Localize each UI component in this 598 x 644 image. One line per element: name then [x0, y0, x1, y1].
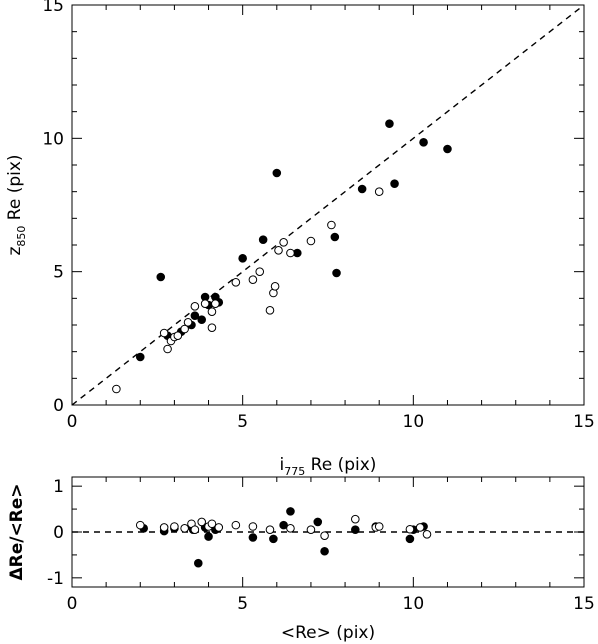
bottom-open-point — [135, 520, 145, 530]
bottom-open-point — [415, 523, 425, 532]
top-filled-point — [156, 272, 166, 282]
top-filled-point — [238, 254, 247, 263]
top-panel: 0 5 10 15 0 5 10 15 i775 Re (pix) z850 Re (pix) — [5, 0, 595, 478]
top-open-point — [248, 275, 258, 284]
top-open-point — [286, 248, 295, 258]
bottom-open-point — [214, 523, 224, 532]
top-open-point — [255, 267, 265, 276]
bottom-open-point — [351, 514, 360, 524]
bottom-open-point — [207, 519, 217, 529]
bottom-filled-point — [193, 558, 203, 568]
bottom-open-point — [159, 523, 169, 532]
top-open-point — [207, 307, 217, 316]
bottom-y-axis-title: ΔRe/<Re> — [7, 483, 27, 580]
top-open-point — [173, 331, 183, 340]
bottom-open-point — [180, 524, 189, 533]
bottom-open-point — [306, 525, 316, 535]
top-filled-point — [258, 235, 268, 244]
top-open-point — [306, 236, 316, 246]
bottom-filled-point — [279, 520, 288, 530]
top-open-point — [279, 238, 288, 247]
top-open-point — [183, 318, 193, 327]
bottom-open-point — [286, 524, 295, 533]
bottom-filled-point — [286, 507, 295, 516]
bottom-filled-point — [313, 517, 323, 527]
top-filled-point — [419, 138, 428, 147]
top-open-point — [374, 187, 384, 196]
top-filled-point — [197, 315, 207, 324]
top-filled-point — [357, 184, 367, 194]
top-open-point — [190, 302, 200, 311]
top-open-point — [265, 306, 275, 315]
bottom-x-tick-label: 10 — [403, 594, 425, 614]
bottom-filled-point — [248, 533, 258, 542]
top-x-tick-label: 5 — [237, 412, 248, 432]
top-plot-frame — [71, 4, 585, 406]
bottom-open-point — [422, 529, 432, 539]
top-filled-point — [272, 168, 282, 178]
bottom-x-tick-label: 0 — [67, 594, 78, 614]
bottom-open-point — [405, 524, 415, 534]
bottom-open-point — [197, 517, 207, 527]
top-open-point — [327, 220, 336, 230]
bottom-open-point — [265, 525, 275, 535]
top-y-axis-title-subscript: 850 — [15, 226, 28, 247]
top-open-point — [159, 328, 169, 338]
top-x-axis-title-subscript: 775 — [284, 465, 305, 478]
top-open-point — [270, 282, 280, 291]
top-open-point — [112, 384, 121, 394]
bottom-x-tick-label: 5 — [237, 594, 248, 614]
bottom-ticks: 0 5 10 15-101 — [47, 477, 595, 614]
bottom-open-point — [231, 520, 241, 530]
top-open-point — [274, 246, 283, 255]
top-y-axis-title: z850 Re (pix) — [5, 154, 28, 255]
top-x-axis-title: i775 Re (pix) — [280, 455, 377, 478]
top-points — [112, 119, 452, 394]
bottom-points — [135, 507, 432, 568]
bottom-filled-point — [320, 546, 329, 556]
bottom-open-point — [248, 522, 258, 531]
top-filled-point — [385, 119, 394, 128]
top-open-point — [163, 344, 172, 354]
top-filled-point — [443, 144, 452, 154]
top-open-point — [180, 324, 189, 334]
bottom-panel: 0 5 10 15-101 <Re> (pix) ΔRe/<Re> — [7, 476, 595, 643]
top-filled-point — [135, 352, 145, 362]
top-open-point — [211, 299, 220, 308]
bottom-open-point — [374, 522, 384, 531]
top-y-tick-label: 5 — [53, 263, 64, 283]
bottom-filled-point — [204, 532, 213, 541]
bottom-filled-point — [405, 534, 415, 544]
top-filled-point — [190, 311, 200, 320]
top-x-tick-label: 15 — [573, 412, 595, 432]
bottom-y-tick-label: 1 — [53, 477, 64, 497]
top-x-axis-title-rest: Re (pix) — [305, 455, 376, 475]
bottom-open-point — [170, 522, 179, 531]
bottom-y-tick-label: 0 — [53, 523, 64, 543]
top-filled-point — [330, 232, 340, 242]
top-y-tick-label: 15 — [42, 0, 64, 16]
top-x-tick-label: 0 — [67, 412, 78, 432]
top-filled-point — [332, 268, 341, 278]
top-x-tick-label: 10 — [403, 412, 425, 432]
top-filled-point — [390, 179, 399, 188]
top-ticks: 0 5 10 15 0 5 10 15 — [42, 0, 594, 432]
top-y-tick-label: 0 — [53, 396, 64, 416]
bottom-x-tick-label: 15 — [573, 594, 595, 614]
top-y-axis-title-main: z — [5, 247, 25, 256]
top-open-point — [200, 299, 210, 308]
top-y-tick-label: 10 — [42, 129, 64, 149]
top-y-axis-title-rest: Re (pix) — [5, 154, 25, 225]
top-x-axis-title-main: i — [280, 455, 285, 475]
bottom-open-point — [320, 531, 329, 540]
bottom-open-point — [190, 525, 200, 535]
top-reference-line — [71, 4, 585, 406]
bottom-y-tick-label: -1 — [47, 569, 64, 589]
bottom-filled-point — [269, 534, 278, 544]
top-open-point — [231, 278, 241, 287]
top-open-point — [207, 323, 217, 332]
bottom-x-axis-title: <Re> (pix) — [281, 623, 375, 643]
bottom-filled-point — [351, 525, 360, 535]
